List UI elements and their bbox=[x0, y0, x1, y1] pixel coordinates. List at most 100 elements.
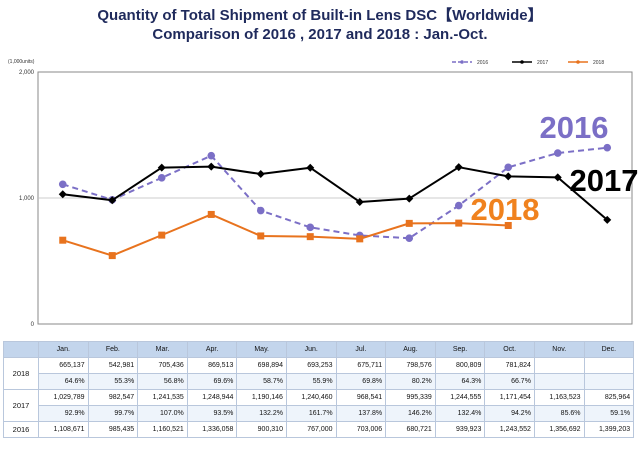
month-header: Sep. bbox=[434, 341, 486, 358]
month-header: Jan. bbox=[38, 341, 89, 358]
month-header: Apr. bbox=[186, 341, 238, 358]
point-2016-May. bbox=[256, 206, 265, 215]
value-cell: 1,336,058 bbox=[186, 421, 238, 438]
series-line-2017 bbox=[62, 165, 608, 221]
percent-cell: 137.8% bbox=[335, 405, 387, 422]
month-header: Oct. bbox=[484, 341, 535, 358]
point-2016-Nov. bbox=[553, 149, 562, 157]
point-2017-Sep. bbox=[454, 163, 463, 172]
point-2017-May. bbox=[256, 170, 265, 179]
point-2017-Feb. bbox=[108, 196, 117, 205]
point-2018-Jun. bbox=[306, 233, 314, 241]
y-tick-label: 2,000 bbox=[19, 70, 35, 76]
percent-cell: 94.2% bbox=[484, 405, 535, 422]
table-row-percent: 92.9% 99.7% 107.0% 93.5% 132.2% 161.7% 137.8% 1… bbox=[4, 405, 635, 422]
point-2017-Jul. bbox=[355, 197, 364, 206]
point-2017-Oct. bbox=[504, 172, 513, 181]
point-2016-Jun. bbox=[306, 223, 315, 232]
series-line-2016 bbox=[62, 146, 608, 240]
year-label: 2017 bbox=[3, 389, 39, 422]
point-2016-Jan. bbox=[58, 180, 67, 189]
point-2018-Apr. bbox=[207, 210, 215, 218]
point-2016-Dec. bbox=[603, 143, 612, 152]
value-cell: 1,241,535 bbox=[137, 389, 188, 406]
point-2016-Sep. bbox=[454, 201, 463, 210]
chart-title-line2: Comparison of 2016 , 2017 and 2018 : Jan… bbox=[152, 26, 488, 43]
value-cell: 1,399,203 bbox=[583, 421, 635, 438]
value-cell: 703,006 bbox=[335, 421, 387, 438]
line-chart: 0 1,000 2,000 (1,000units) 2016 2017 2018 2016 2… bbox=[8, 59, 639, 328]
month-header: Mar. bbox=[137, 341, 188, 358]
table-row: 2018 665,137 542,981 705,436 869,513 698,894 6… bbox=[3, 357, 635, 390]
table-row-percent: 64.6% 55.3% 56.8% 69.6% 58.7% 55.9% 69.8% 80.2%… bbox=[4, 373, 635, 390]
legend-marker-2016 bbox=[460, 60, 464, 64]
value-cell: 968,541 bbox=[335, 389, 387, 406]
legend-marker-2018 bbox=[576, 60, 580, 64]
point-2018-May. bbox=[257, 232, 265, 240]
value-cell: 798,576 bbox=[385, 357, 436, 374]
legend-marker-2017 bbox=[520, 60, 524, 64]
month-header: Dec. bbox=[583, 341, 635, 358]
percent-cell: 132.2% bbox=[236, 405, 287, 422]
point-2018-Feb. bbox=[108, 252, 116, 260]
percent-cell: 58.7% bbox=[236, 373, 287, 390]
point-2016-Oct. bbox=[504, 163, 513, 172]
unit-label: (1,000units) bbox=[8, 59, 35, 65]
point-2018-Sep. bbox=[455, 219, 463, 227]
data-table: Jan. Feb. Mar. Apr. May. Jun. Jul. Aug. Sep. Oct.… bbox=[3, 341, 635, 438]
value-cell: 939,923 bbox=[434, 421, 486, 438]
year-label: 2016 bbox=[3, 421, 39, 438]
point-2018-Mar. bbox=[158, 231, 166, 239]
value-cell: 1,248,944 bbox=[186, 389, 238, 406]
percent-cell: 55.9% bbox=[285, 373, 337, 390]
month-header: Feb. bbox=[87, 341, 139, 358]
y-tick-label: 1,000 bbox=[19, 196, 35, 202]
month-header: Jun. bbox=[285, 341, 337, 358]
percent-cell: 55.3% bbox=[87, 373, 139, 390]
table-header-row: Jan. Feb. Mar. Apr. May. Jun. Jul. Aug. Sep. Oct.… bbox=[3, 341, 635, 358]
legend-label-2017: 2017 bbox=[537, 60, 548, 66]
point-2017-Jan. bbox=[58, 190, 67, 199]
value-cell: 1,240,460 bbox=[285, 389, 337, 406]
point-2017-Apr. bbox=[207, 162, 216, 171]
month-header: Jul. bbox=[335, 341, 387, 358]
value-cell: 1,029,789 bbox=[38, 389, 89, 406]
value-cell: 1,160,521 bbox=[137, 421, 188, 438]
big-label-2018: 2018 bbox=[471, 192, 540, 227]
month-header: Nov. bbox=[533, 341, 585, 358]
percent-cell: 64.6% bbox=[38, 373, 89, 390]
value-cell: 985,435 bbox=[87, 421, 139, 438]
point-2017-Aug. bbox=[405, 194, 414, 203]
value-cell: 767,000 bbox=[285, 421, 337, 438]
percent-cell: 161.7% bbox=[285, 405, 337, 422]
value-cell: 1,244,555 bbox=[434, 389, 486, 406]
percent-cell: 80.2% bbox=[385, 373, 436, 390]
value-cell: 800,809 bbox=[434, 357, 486, 374]
point-2017-Dec. bbox=[603, 215, 612, 224]
value-cell: 869,513 bbox=[186, 357, 238, 374]
value-cell bbox=[533, 357, 585, 374]
big-label-2016: 2016 bbox=[540, 110, 609, 145]
y-tick-label: 0 bbox=[31, 322, 35, 328]
percent-cell: 59.1% bbox=[583, 405, 635, 422]
point-2017-Jun. bbox=[306, 163, 315, 172]
percent-cell: 69.6% bbox=[186, 373, 238, 390]
percent-cell: 93.5% bbox=[186, 405, 238, 422]
point-2016-Mar. bbox=[157, 173, 166, 182]
value-cell: 1,243,552 bbox=[484, 421, 535, 438]
percent-cell: 66.7% bbox=[484, 373, 535, 390]
percent-cell: 69.8% bbox=[335, 373, 387, 390]
value-cell bbox=[583, 357, 635, 374]
table-corner-cell bbox=[3, 341, 39, 358]
percent-cell: 92.9% bbox=[38, 405, 89, 422]
value-cell: 1,190,146 bbox=[236, 389, 287, 406]
percent-cell: 146.2% bbox=[385, 405, 436, 422]
value-cell: 675,711 bbox=[335, 357, 387, 374]
big-label-2017: 2017 bbox=[570, 163, 639, 198]
percent-cell: 64.3% bbox=[434, 373, 486, 390]
point-2017-Nov. bbox=[553, 173, 562, 182]
value-cell: 781,824 bbox=[484, 357, 535, 374]
point-2016-Aug. bbox=[405, 234, 414, 243]
percent-cell: 85.6% bbox=[533, 405, 585, 422]
value-cell: 1,163,523 bbox=[533, 389, 585, 406]
